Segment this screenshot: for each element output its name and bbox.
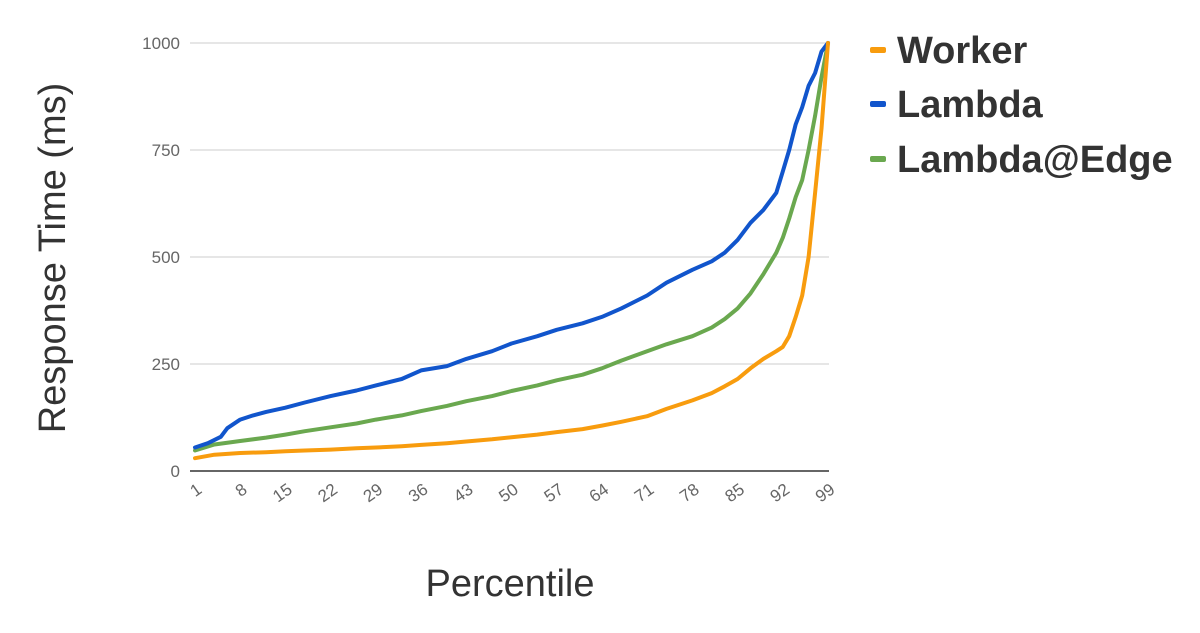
series-lines — [193, 41, 830, 461]
x-tick-label: 29 — [360, 480, 386, 506]
x-tick-label: 22 — [315, 480, 341, 506]
x-tick-label: 8 — [232, 480, 251, 501]
x-tick-label: 50 — [495, 480, 521, 506]
legend-swatch — [870, 101, 886, 107]
legend-label: Lambda@Edge — [897, 139, 1173, 181]
x-tick-label: 43 — [450, 480, 476, 506]
x-tick-label: 57 — [541, 480, 567, 506]
x-tick-label: 78 — [676, 480, 702, 506]
x-tick-label: 92 — [767, 480, 793, 506]
x-tick-label: 85 — [721, 480, 747, 506]
y-axis-title: Response Time (ms) — [32, 83, 74, 434]
legend: Worker Lambda Lambda@Edge — [870, 30, 1173, 181]
x-tick-label: 1 — [187, 480, 206, 501]
legend-swatch — [870, 156, 886, 162]
x-tick-label: 71 — [631, 480, 657, 506]
x-tick-label: 36 — [405, 480, 431, 506]
x-axis-title: Percentile — [426, 563, 595, 605]
y-tick-label: 250 — [152, 355, 180, 374]
series-line-lambda — [193, 41, 830, 450]
legend-label: Lambda — [897, 84, 1044, 126]
series-line-lambda-edge — [193, 41, 830, 453]
x-tick-label: 64 — [586, 480, 612, 506]
legend-label: Worker — [897, 30, 1027, 72]
y-tick-label: 0 — [171, 462, 180, 481]
y-tick-label: 500 — [152, 248, 180, 267]
y-tick-label: 750 — [152, 141, 180, 160]
x-tick-label: 15 — [269, 480, 295, 506]
x-axis-ticks: 1 8 15 22 29 36 43 50 57 64 71 78 85 92 99 — [187, 480, 839, 506]
y-tick-label: 1000 — [142, 34, 180, 53]
legend-swatch — [870, 47, 886, 53]
series-line-worker — [193, 41, 830, 461]
x-tick-label: 99 — [812, 480, 838, 506]
gridlines — [190, 42, 829, 365]
y-axis-ticks: 0 250 500 750 1000 — [142, 34, 180, 481]
